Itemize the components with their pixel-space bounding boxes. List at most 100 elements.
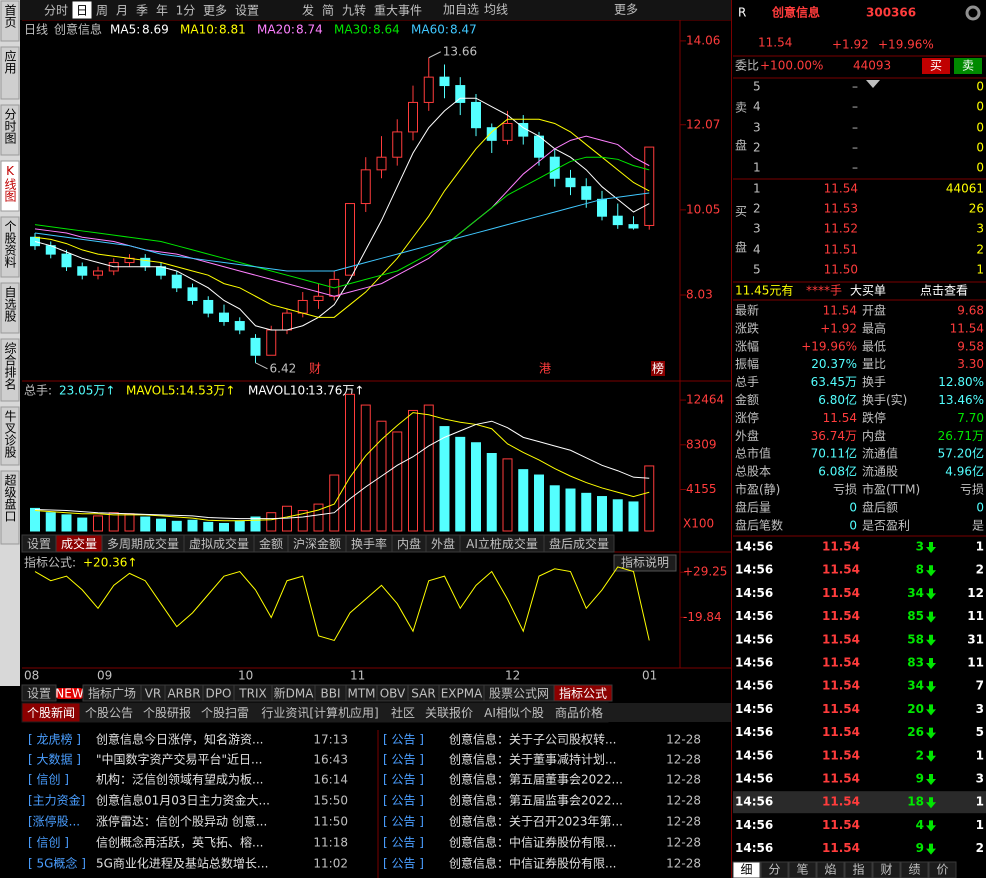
tab[interactable]: 1分	[176, 4, 196, 18]
sidebar-tab-bg[interactable]	[0, 338, 20, 402]
sidebar-tab-bg[interactable]	[0, 406, 20, 466]
notice-tag[interactable]: [ 公告 ]	[383, 773, 424, 787]
bottom-tab[interactable]: 焰	[824, 862, 836, 877]
news-title[interactable]: 创意信息今日涨停，知名游资...	[96, 732, 263, 747]
tab[interactable]: BBI	[320, 687, 340, 701]
tab[interactable]: 内盘	[397, 536, 421, 551]
tab[interactable]: MTM	[347, 687, 375, 701]
sidebar-tab[interactable]: 自选股	[3, 286, 17, 323]
sell-button-bg[interactable]	[954, 58, 982, 74]
tab[interactable]: 设置	[235, 4, 259, 18]
news-tag[interactable]: [ 信创 ]	[28, 773, 69, 787]
buy-button[interactable]: 买	[930, 59, 942, 73]
notice-title[interactable]: 创意信息：关于召开2023年第...	[449, 814, 623, 829]
buy-button-bg[interactable]	[922, 58, 950, 74]
bottom-tab-bg[interactable]	[900, 861, 929, 878]
tab-bg[interactable]	[543, 534, 615, 553]
tab[interactable]: 盘后成交量	[549, 536, 609, 551]
news-title[interactable]: 涨停雷达：信创个股异动 创意...	[96, 814, 267, 829]
tab[interactable]: 设置	[27, 687, 51, 701]
tab[interactable]: 商品价格	[555, 705, 603, 720]
event-marker[interactable]: 财	[309, 362, 321, 376]
tab-bg[interactable]	[553, 684, 613, 702]
news-tag[interactable]: [ 龙虎榜 ]	[28, 732, 81, 747]
tab[interactable]: OBV	[380, 687, 406, 701]
tab[interactable]: 换手率	[351, 536, 387, 551]
bottom-tab-bg[interactable]	[788, 861, 817, 878]
tab[interactable]: VR	[145, 687, 162, 701]
news-title[interactable]: 创意信息01月03日主力资金大...	[96, 793, 270, 808]
sidebar-tab[interactable]: 分时图	[3, 108, 17, 144]
notice-title[interactable]: 创意信息：第五届监事会2022...	[449, 793, 623, 808]
tab[interactable]: 个股研报	[143, 705, 191, 720]
tab-bg[interactable]	[369, 0, 427, 20]
notice-tag[interactable]: [ 公告 ]	[383, 857, 424, 871]
sidebar-tab-bg[interactable]	[0, 470, 20, 545]
toolbar-button[interactable]: 加自选	[443, 3, 479, 17]
tab[interactable]: 季	[136, 4, 148, 18]
sidebar-tab-bg[interactable]	[0, 104, 20, 156]
bottom-tab[interactable]: 分	[768, 863, 780, 877]
notice-tag[interactable]: [ 公告 ]	[383, 794, 424, 808]
news-tag[interactable]: [主力资金]	[28, 793, 85, 808]
bottom-tab-bg[interactable]	[816, 861, 845, 878]
tab[interactable]: 虚拟成交量	[189, 536, 249, 551]
news-title[interactable]: 5G商业化进程及基站总数增长...	[96, 856, 268, 871]
sidebar-tab[interactable]: 首页	[3, 4, 17, 29]
tab[interactable]: AI相似个股	[484, 706, 544, 720]
settings-icon[interactable]	[965, 5, 981, 21]
news-title[interactable]: 机构：泛信创领域有望成为板...	[96, 772, 263, 787]
tab[interactable]: 指标公式	[559, 686, 607, 701]
sidebar-tab[interactable]: 个股资料	[3, 220, 17, 268]
indicator-button[interactable]: 指标说明	[621, 555, 669, 570]
sell-button[interactable]: 卖	[962, 59, 974, 73]
bottom-tab[interactable]: 指	[852, 862, 864, 877]
tab-bg[interactable]	[549, 702, 609, 723]
tab[interactable]: 沪深金额	[293, 536, 341, 551]
sidebar-tab-bg[interactable]	[0, 0, 20, 42]
tab-bg[interactable]	[230, 0, 264, 20]
bottom-tab[interactable]: 财	[880, 863, 892, 877]
sidebar-tab[interactable]: K线图	[3, 164, 17, 202]
notice-title[interactable]: 创意信息：中信证券股份有限...	[449, 856, 616, 871]
news-tag[interactable]: [ 信创 ]	[28, 836, 69, 850]
tab[interactable]: 简	[322, 4, 334, 18]
notice-title[interactable]: 创意信息：第五届董事会2022...	[449, 772, 623, 787]
tab[interactable]: 多周期成交量	[107, 536, 179, 551]
tab[interactable]: 周	[96, 4, 108, 18]
sidebar-tab[interactable]: 综合排名	[3, 342, 17, 390]
tab[interactable]: AI立桩成交量	[466, 536, 538, 551]
toolbar-button[interactable]: 更多	[614, 3, 638, 17]
tab[interactable]: 成交量	[61, 536, 97, 551]
news-title[interactable]: "中国数字资产交易平台"近日...	[96, 752, 262, 767]
sidebar-tab[interactable]: 牛叉诊股	[3, 409, 17, 459]
sidebar-tab-bg[interactable]	[0, 160, 20, 212]
tab[interactable]: ARBR	[167, 687, 200, 701]
sidebar-tab-bg[interactable]	[0, 216, 20, 278]
tab[interactable]: 个股扫雷	[201, 706, 249, 720]
sidebar-tab[interactable]: 应用	[3, 49, 17, 75]
tab[interactable]: 重大事件	[374, 4, 422, 18]
news-tag[interactable]: [ 5G概念 ]	[28, 856, 86, 871]
tab[interactable]: 设置	[27, 537, 51, 551]
sidebar-tab[interactable]: 超级盘口	[3, 473, 17, 522]
toolbar-button[interactable]: 均线	[484, 3, 508, 17]
tab[interactable]: 股票公式网	[489, 687, 549, 701]
bottom-tab-bg[interactable]	[844, 861, 873, 878]
tab[interactable]: 新DMA	[274, 686, 315, 701]
notice-title[interactable]: 创意信息：关于董事减持计划...	[449, 752, 616, 767]
notice-tag[interactable]: [ 公告 ]	[383, 836, 424, 850]
bottom-tab-bg[interactable]	[760, 861, 789, 878]
bottom-tab[interactable]: 绩	[908, 863, 920, 877]
tab[interactable]: DPO	[206, 687, 232, 701]
tab[interactable]: 发	[302, 3, 314, 18]
tab[interactable]: 九转	[342, 3, 366, 18]
tab[interactable]: TRIX	[238, 687, 266, 701]
bottom-tab[interactable]: 价	[936, 863, 948, 877]
news-tag[interactable]: [涨停股...	[28, 814, 80, 829]
tab[interactable]: 个股新闻	[27, 705, 75, 720]
tab[interactable]: 更多	[203, 4, 227, 18]
notice-tag[interactable]: [ 公告 ]	[383, 753, 424, 767]
bottom-tab[interactable]: 笔	[796, 862, 808, 877]
tab[interactable]: 外盘	[431, 536, 455, 551]
